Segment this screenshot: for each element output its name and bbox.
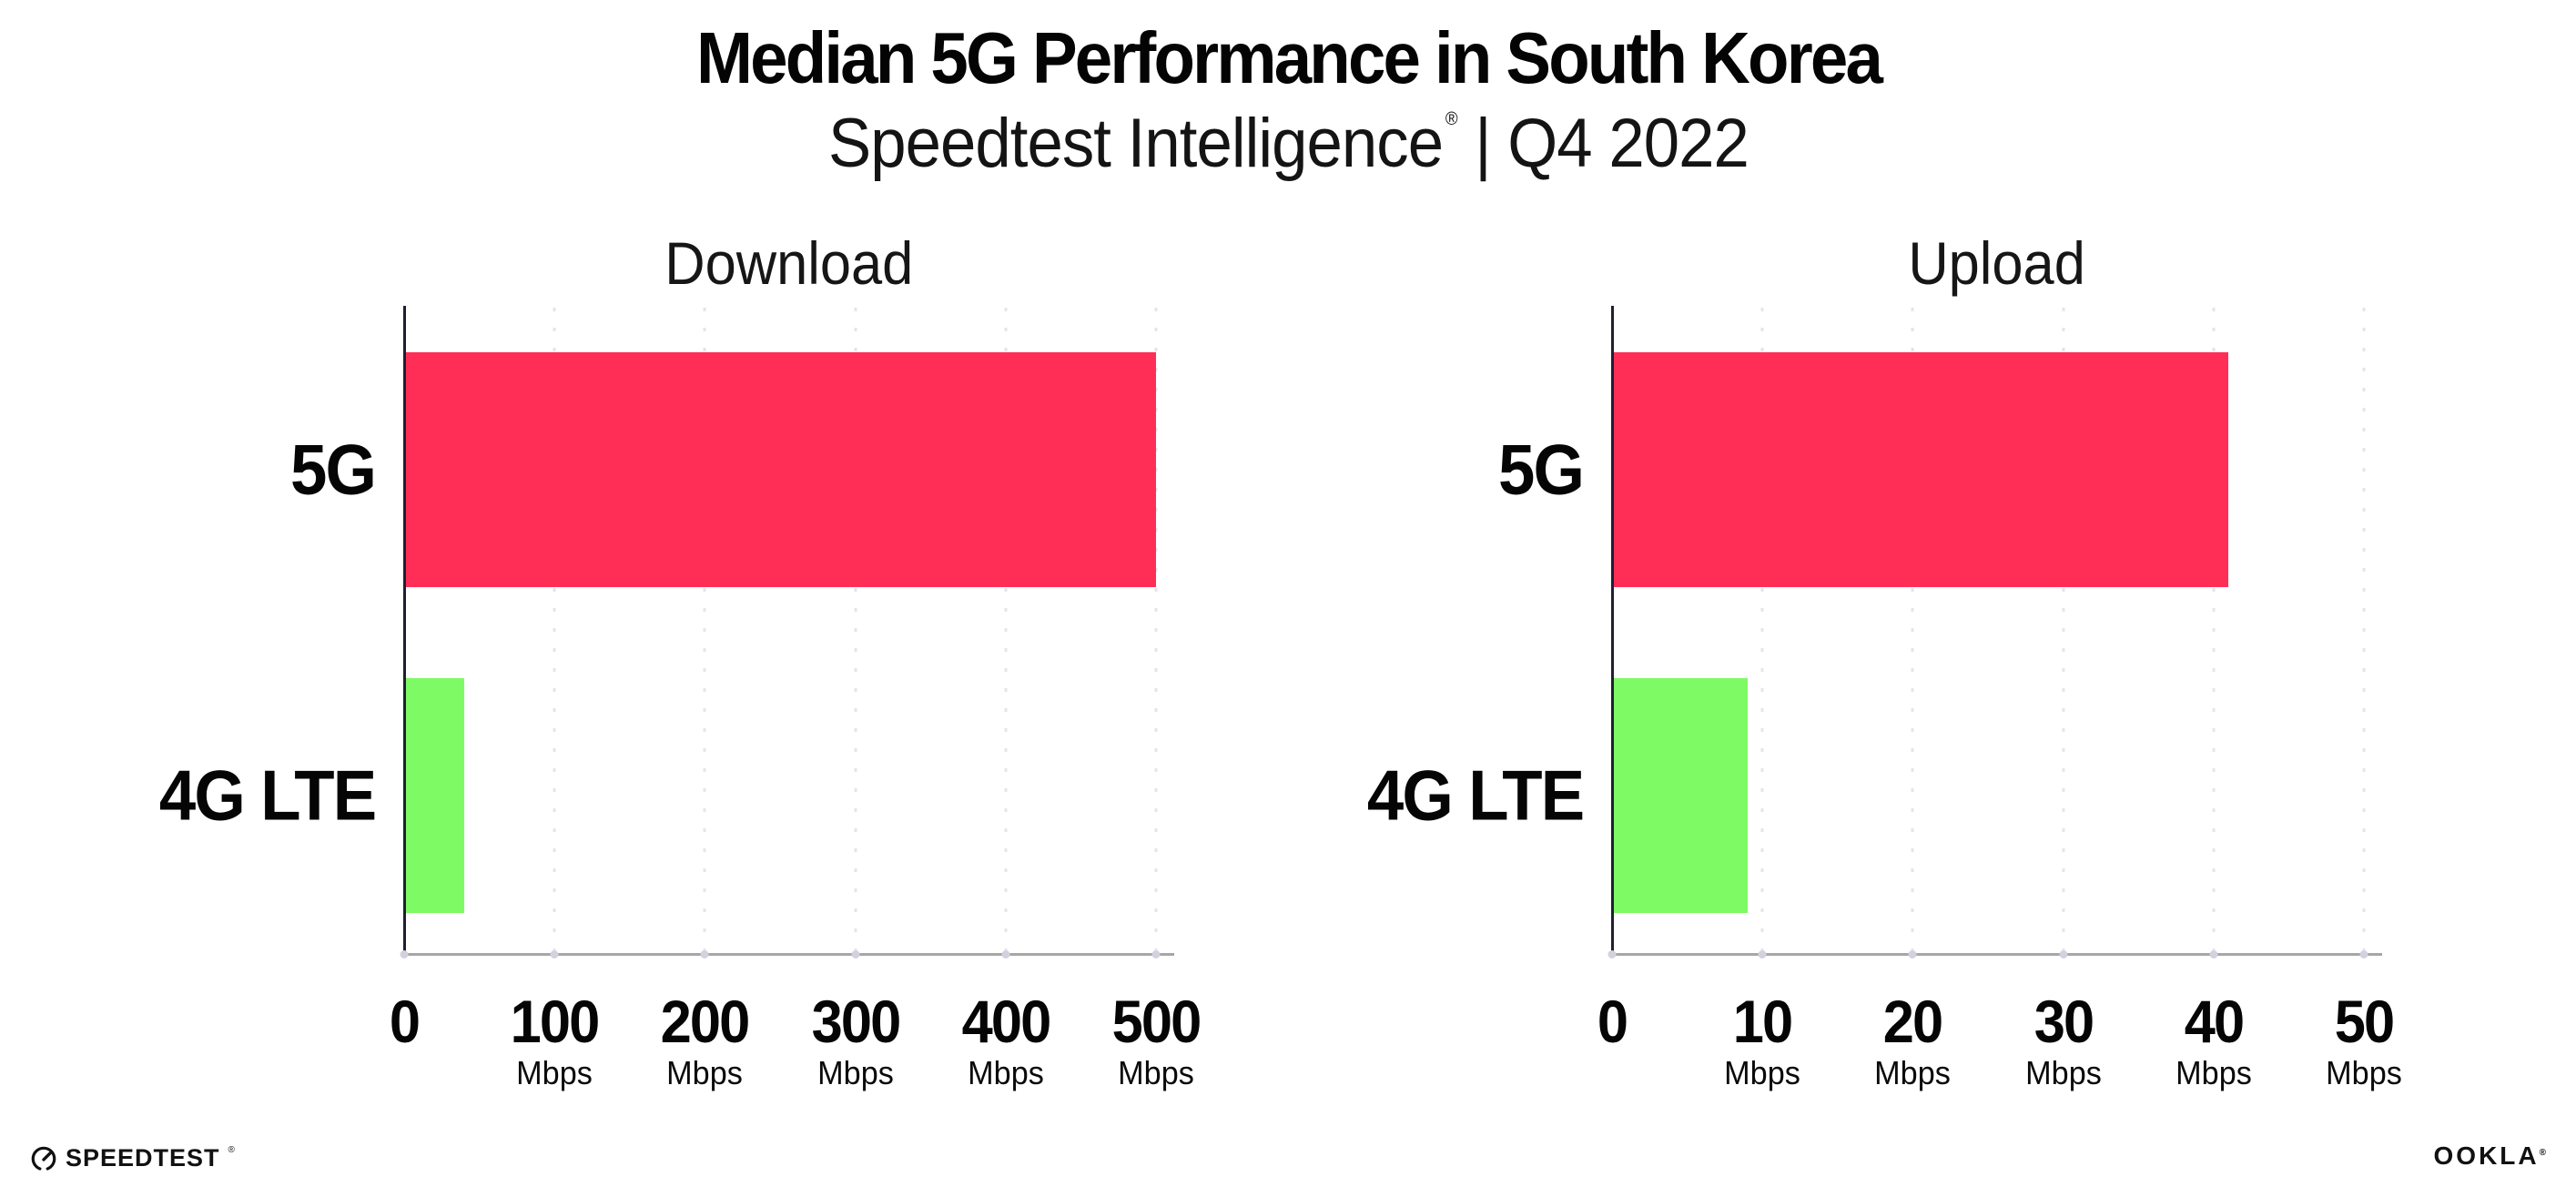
ookla-logo: OOKLA® (2434, 1141, 2546, 1171)
x-axis-line (1612, 953, 2382, 956)
bar-4g-lte (1612, 678, 1748, 913)
vertical-gridline (1154, 308, 1158, 954)
y-axis-line (403, 306, 406, 958)
x-tick-value: 0 (1597, 988, 1628, 1055)
page-subtitle-text: Speedtest Intelligence ® | Q4 2022 (828, 109, 1749, 178)
axis-tick-dot (1758, 950, 1767, 959)
x-tick-label: 300 Mbps (808, 991, 903, 1090)
axis-tick-dot (700, 950, 709, 959)
speedtest-gauge-icon (31, 1146, 56, 1171)
axis-tick-dot (2209, 950, 2218, 959)
speedtest-logo-label: SPEEDTEST (66, 1144, 220, 1172)
x-tick-unit: Mbps (1724, 1054, 1801, 1091)
bar-4g-lte (404, 678, 465, 913)
page-subtitle: Speedtest Intelligence ® | Q4 2022 (0, 109, 2576, 178)
x-tick-label: 40 Mbps (2174, 991, 2254, 1090)
x-tick-value: 40 (2184, 988, 2245, 1055)
x-tick-label: 100 Mbps (507, 991, 602, 1090)
ookla-registered-mark: ® (2539, 1148, 2546, 1158)
subtitle-brand: Speedtest Intelligence (827, 105, 1444, 182)
bar-5g (1612, 352, 2229, 587)
speedtest-logo: SPEEDTEST ® (30, 1144, 235, 1172)
category-label: 5G (289, 429, 377, 510)
vertical-gridline (1911, 308, 1914, 954)
x-tick-label: 50 Mbps (2324, 991, 2404, 1090)
x-tick-label: 200 Mbps (657, 991, 752, 1090)
vertical-gridline (553, 308, 556, 954)
x-tick-label: 0 (389, 991, 421, 1051)
x-tick-value: 0 (389, 988, 421, 1055)
vertical-gridline (2062, 308, 2065, 954)
x-tick-unit: Mbps (2175, 1054, 2252, 1091)
upload-plot-area: 0 10 Mbps 20 Mbps 30 Mbps 40 Mbps 50 Mbps 5G 4G LTE (1367, 306, 2402, 1090)
vertical-gridline (703, 308, 706, 954)
x-tick-unit: Mbps (968, 1054, 1044, 1091)
vertical-gridline (1760, 308, 1764, 954)
axis-tick-dot (2059, 950, 2068, 959)
vertical-gridline (2362, 308, 2366, 954)
x-tick-value: 10 (1732, 988, 1793, 1055)
x-axis-line (404, 953, 1174, 956)
vertical-gridline (1004, 308, 1008, 954)
x-tick-value: 300 (811, 988, 901, 1055)
x-tick-value: 500 (1111, 988, 1202, 1055)
x-tick-unit: Mbps (2326, 1054, 2402, 1091)
x-tick-unit: Mbps (1874, 1054, 1952, 1091)
axis-tick-dot (400, 950, 409, 959)
x-tick-label: 20 Mbps (1872, 991, 1952, 1090)
y-axis-line (1611, 306, 1614, 958)
x-tick-label: 500 Mbps (1109, 991, 1203, 1090)
x-tick-label: 30 Mbps (2023, 991, 2104, 1090)
vertical-gridline (854, 308, 857, 954)
axis-tick-dot (550, 950, 559, 959)
x-tick-value: 20 (1883, 988, 1943, 1055)
page-title-text: Median 5G Performance in South Korea (695, 17, 1882, 98)
x-tick-unit: Mbps (2024, 1054, 2102, 1091)
x-tick-label: 0 (1597, 991, 1628, 1051)
x-tick-value: 30 (2033, 988, 2094, 1055)
axis-tick-dot (2359, 950, 2368, 959)
upload-chart-title: Upload (1908, 229, 2086, 297)
x-tick-label: 400 Mbps (958, 991, 1053, 1090)
download-chart-title: Download (664, 229, 914, 297)
axis-tick-dot (851, 950, 860, 959)
x-tick-unit: Mbps (1118, 1054, 1194, 1091)
registered-mark: ® (1445, 109, 1458, 129)
ookla-logo-label: OOKLA (2433, 1141, 2540, 1170)
axis-tick-dot (1151, 950, 1161, 959)
subtitle-period: Q4 2022 (1506, 105, 1749, 182)
bar-5g (404, 352, 1157, 587)
x-tick-unit: Mbps (666, 1054, 744, 1091)
x-tick-unit: Mbps (516, 1054, 593, 1091)
category-label: 4G LTE (1366, 755, 1585, 836)
x-tick-value: 200 (661, 988, 751, 1055)
speedtest-registered-mark: ® (228, 1145, 235, 1155)
page-title: Median 5G Performance in South Korea (0, 22, 2576, 95)
category-label: 5G (1497, 429, 1585, 510)
vertical-gridline (2212, 308, 2216, 954)
category-label: 4G LTE (158, 755, 377, 836)
x-tick-unit: Mbps (816, 1054, 894, 1091)
x-tick-value: 100 (510, 988, 601, 1055)
subtitle-separator: | (1474, 105, 1491, 182)
download-plot-area: 0 100 Mbps 200 Mbps 300 Mbps 400 Mbps 500 Mbps 5G 4G… (159, 306, 1202, 1090)
axis-tick-dot (1607, 950, 1617, 959)
x-tick-value: 50 (2334, 988, 2395, 1055)
x-tick-value: 400 (961, 988, 1052, 1055)
axis-tick-dot (1001, 950, 1010, 959)
x-tick-label: 10 Mbps (1722, 991, 1802, 1090)
axis-tick-dot (1908, 950, 1917, 959)
